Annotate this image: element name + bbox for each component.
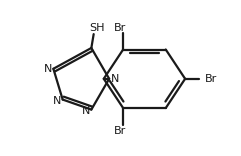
Text: Br: Br [114,126,126,136]
Text: Br: Br [114,23,126,33]
Text: N: N [81,106,90,116]
Text: N: N [43,64,52,74]
Text: Br: Br [205,74,217,84]
Text: N: N [53,96,61,106]
Text: N: N [111,74,119,84]
Text: SH: SH [89,23,105,33]
